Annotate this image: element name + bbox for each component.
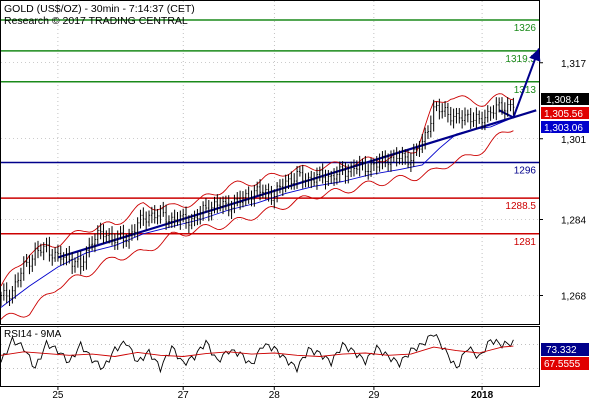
x-tick-label-0: 25 <box>52 390 64 400</box>
level-label-1326: 1326 <box>514 23 537 34</box>
y-tick-label-1: 1,301 <box>561 135 586 146</box>
rsi-value: 73.332 <box>546 345 577 356</box>
rsi-ma-badge <box>541 357 589 370</box>
x-tick-label-1: 27 <box>178 390 190 400</box>
rsi-ma-line <box>0 345 514 357</box>
projection-line <box>498 48 540 119</box>
rsi-ma-value: 67.5555 <box>544 359 581 370</box>
y-axis: 1,317 1,301 1,284 1,268 <box>539 59 586 303</box>
rsi-badges: 73.332 67.5555 <box>541 343 589 370</box>
last-price-value: 1,308.4 <box>546 95 580 106</box>
second-price-value: 1,305.56 <box>544 109 583 120</box>
key-levels: 1326 1319.5 1313 1296 1288.5 1281 <box>1 19 539 248</box>
last-price-badge <box>541 93 589 105</box>
rsi-value-badge <box>541 343 589 356</box>
x-tick-label-2: 28 <box>269 390 281 400</box>
y-tick-label-3: 1,268 <box>561 292 586 303</box>
price-bars <box>0 97 515 307</box>
level-label-1296: 1296 <box>514 166 537 177</box>
second-price-badge <box>541 107 589 119</box>
x-tick-label-3: 29 <box>368 390 380 400</box>
chart-title: GOLD (US$/OZ) - 30min - 7:14:37 (CET) <box>4 3 195 15</box>
rsi-lines <box>0 333 514 374</box>
price-badges: 1,308.4 1,305.56 1,303.06 <box>541 93 589 134</box>
bollinger-lower-line <box>0 130 514 320</box>
y-tick-label-2: 1,284 <box>561 216 586 227</box>
third-price-badge <box>541 121 589 133</box>
rsi-title: RSI14 - 9MA <box>4 329 62 340</box>
projection-arrowhead <box>529 48 541 62</box>
level-label-1288.5: 1288.5 <box>505 201 536 212</box>
x-axis: 25 27 28 29 2018 <box>52 386 494 400</box>
moving-average-line <box>0 116 514 308</box>
chart-copyright: Research © 2017 TRADING CENTRAL <box>4 15 188 27</box>
rsi-panel <box>0 326 540 387</box>
level-label-1281: 1281 <box>514 237 537 248</box>
x-tick-label-4: 2018 <box>471 390 494 400</box>
grid <box>1 1 539 386</box>
third-price-value: 1,303.06 <box>544 123 583 134</box>
y-tick-label-0: 1,317 <box>561 59 586 70</box>
rsi-line <box>0 333 514 374</box>
level-label-1313: 1313 <box>514 85 537 96</box>
level-label-1319.5: 1319.5 <box>505 54 536 65</box>
